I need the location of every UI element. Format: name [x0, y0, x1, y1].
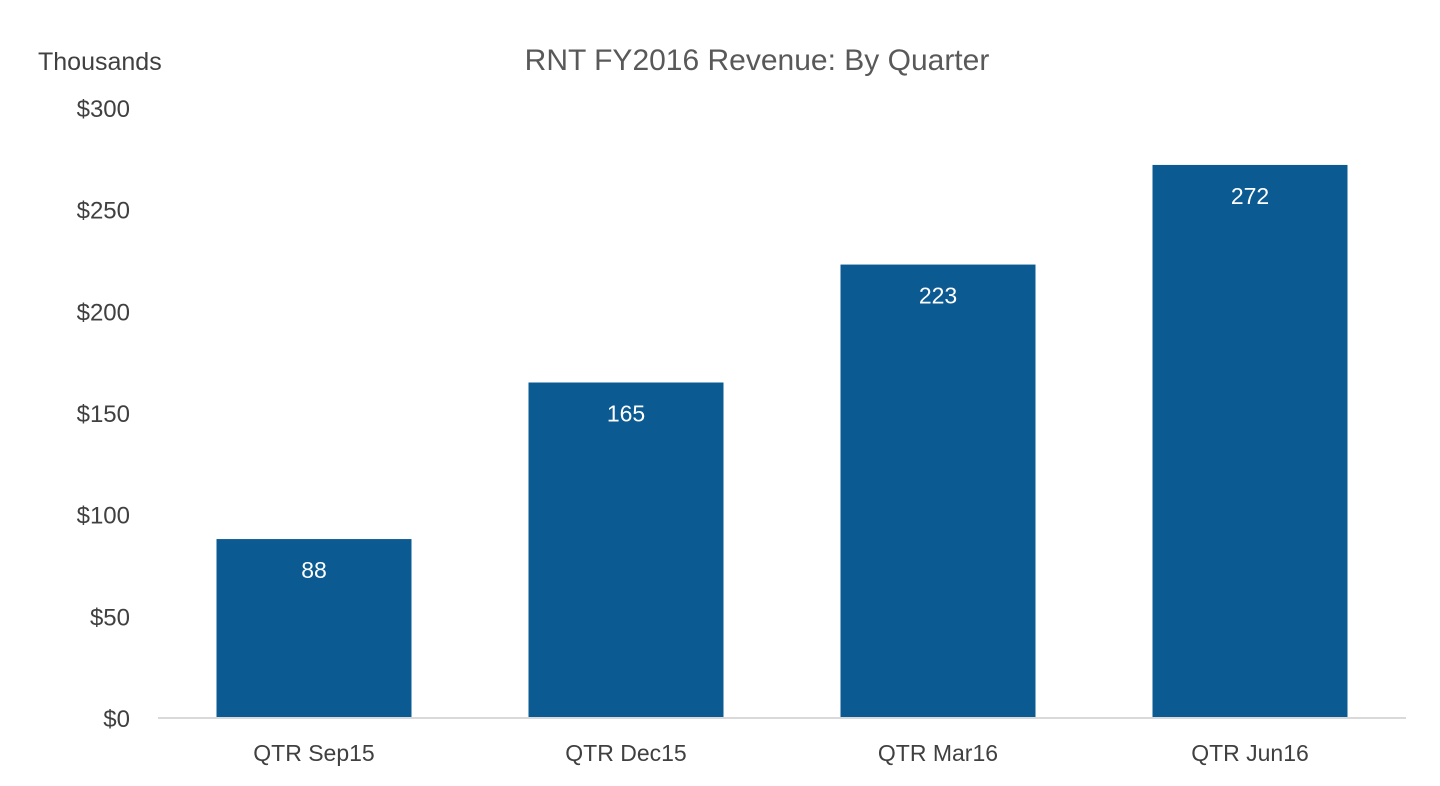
y-tick-label: $250: [77, 198, 130, 225]
x-category-label: QTR Dec15: [565, 740, 686, 766]
chart-title: RNT FY2016 Revenue: By Quarter: [525, 44, 990, 77]
bar: [1152, 164, 1348, 718]
y-unit-label: Thousands: [38, 48, 162, 76]
bar: [528, 382, 724, 718]
y-tick-label: $50: [90, 604, 130, 631]
y-tick-label: $300: [77, 96, 130, 123]
bar: [216, 539, 412, 718]
x-category-label: QTR Mar16: [878, 740, 998, 766]
data-label: 165: [607, 401, 645, 427]
x-axis-categories: QTR Sep15 QTR Dec15 QTR Mar16 QTR Jun16: [253, 740, 1309, 766]
y-axis-ticks: $0 $50 $100 $150 $200 $250 $300: [77, 96, 130, 733]
data-label: 88: [301, 557, 327, 583]
data-label: 272: [1231, 183, 1269, 209]
y-tick-label: $200: [77, 299, 130, 326]
x-category-label: QTR Jun16: [1191, 740, 1309, 766]
data-label: 223: [919, 283, 957, 309]
bars: 88 165 223 272: [216, 164, 1348, 718]
bar: [840, 264, 1036, 718]
y-tick-label: $150: [77, 401, 130, 428]
y-tick-label: $100: [77, 503, 130, 530]
x-category-label: QTR Sep15: [253, 740, 374, 766]
y-tick-label: $0: [103, 706, 130, 733]
